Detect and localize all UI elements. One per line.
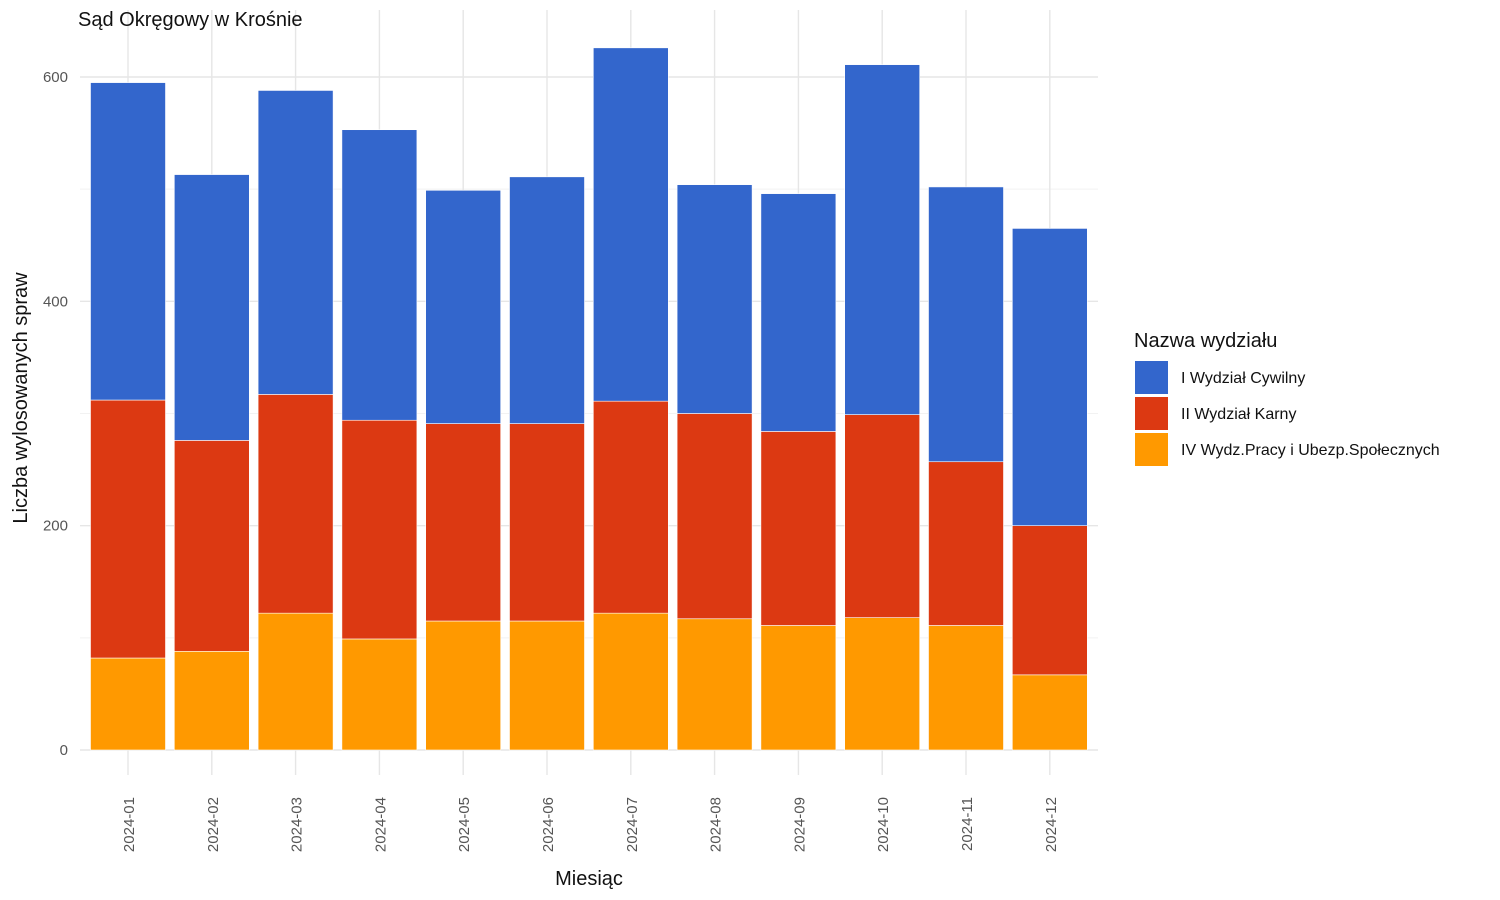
bar-segment: [760, 431, 837, 626]
legend-key: [1135, 397, 1168, 430]
x-tick-label: 2024-06: [540, 797, 557, 852]
y-tick-label: 400: [43, 293, 68, 310]
bar-segment: [425, 620, 502, 751]
bar-segment: [425, 189, 502, 424]
bar-segment: [592, 400, 669, 614]
bar-segment: [90, 82, 166, 401]
x-tick-label: 2024-08: [708, 797, 725, 852]
bar-segment: [592, 47, 669, 402]
bar-segment: [928, 186, 1004, 463]
bar-segment: [676, 184, 753, 414]
bar-segment: [257, 394, 334, 614]
chart-title: Sąd Okręgowy w Krośnie: [78, 9, 303, 31]
legend: Nazwa wydziału I Wydział Cywilny II Wydzi…: [1134, 330, 1440, 466]
x-axis: 2024-01 2024-02 2024-03 2024-04 2024-05 2024-…: [121, 797, 1060, 852]
bar-segment: [844, 64, 921, 415]
bar-segment: [257, 612, 334, 751]
legend-label: I Wydział Cywilny: [1181, 370, 1305, 387]
bar-segment: [341, 419, 418, 640]
y-tick-label: 0: [60, 742, 68, 759]
legend-key: [1135, 433, 1168, 466]
bar-segment: [257, 90, 334, 395]
x-tick-label: 2024-11: [959, 797, 976, 851]
legend-title: Nazwa wydziału: [1134, 330, 1277, 352]
x-tick-label: 2024-01: [121, 797, 138, 852]
bar-segment: [341, 129, 418, 421]
bar-segment: [174, 174, 250, 441]
bar-segment: [1011, 228, 1088, 526]
y-tick-label: 600: [43, 69, 68, 86]
bar-segment: [760, 193, 837, 432]
bar-segment: [425, 423, 502, 622]
bar-segment: [90, 657, 166, 751]
legend-label: IV Wydz.Pracy i Ubezp.Społecznych: [1181, 442, 1440, 459]
x-tick-label: 2024-05: [456, 797, 473, 852]
x-tick-label: 2024-07: [624, 797, 641, 852]
bar-segment: [844, 617, 921, 751]
bar-segment: [928, 625, 1004, 751]
y-axis-title: Liczba wylosowanych spraw: [10, 272, 32, 524]
x-tick-label: 2024-12: [1043, 797, 1060, 852]
bar-segment: [174, 650, 250, 751]
bar-segment: [676, 618, 753, 751]
bar-segment: [509, 620, 585, 751]
bar-segment: [509, 176, 585, 424]
y-tick-label: 200: [43, 518, 68, 535]
bar-segment: [1011, 525, 1088, 676]
x-tick-label: 2024-03: [289, 797, 306, 852]
legend-key: [1135, 361, 1168, 394]
x-tick-label: 2024-10: [875, 797, 892, 852]
bar-segment: [174, 440, 250, 652]
bar-segment: [341, 638, 418, 751]
x-axis-title: Miesiąc: [555, 868, 623, 890]
bars: [90, 47, 1088, 751]
bar-segment: [844, 414, 921, 618]
legend-label: II Wydział Karny: [1181, 406, 1296, 423]
y-axis: 0 200 400 600: [43, 69, 68, 759]
bar-segment: [1011, 674, 1088, 751]
bar-segment: [760, 625, 837, 751]
bar-segment: [592, 612, 669, 751]
bar-segment: [676, 413, 753, 620]
x-tick-label: 2024-04: [372, 797, 389, 852]
bar-segment: [509, 423, 585, 622]
bar-segment: [928, 461, 1004, 626]
x-tick-label: 2024-02: [205, 797, 222, 852]
x-tick-label: 2024-09: [791, 797, 808, 852]
bar-segment: [90, 399, 166, 659]
